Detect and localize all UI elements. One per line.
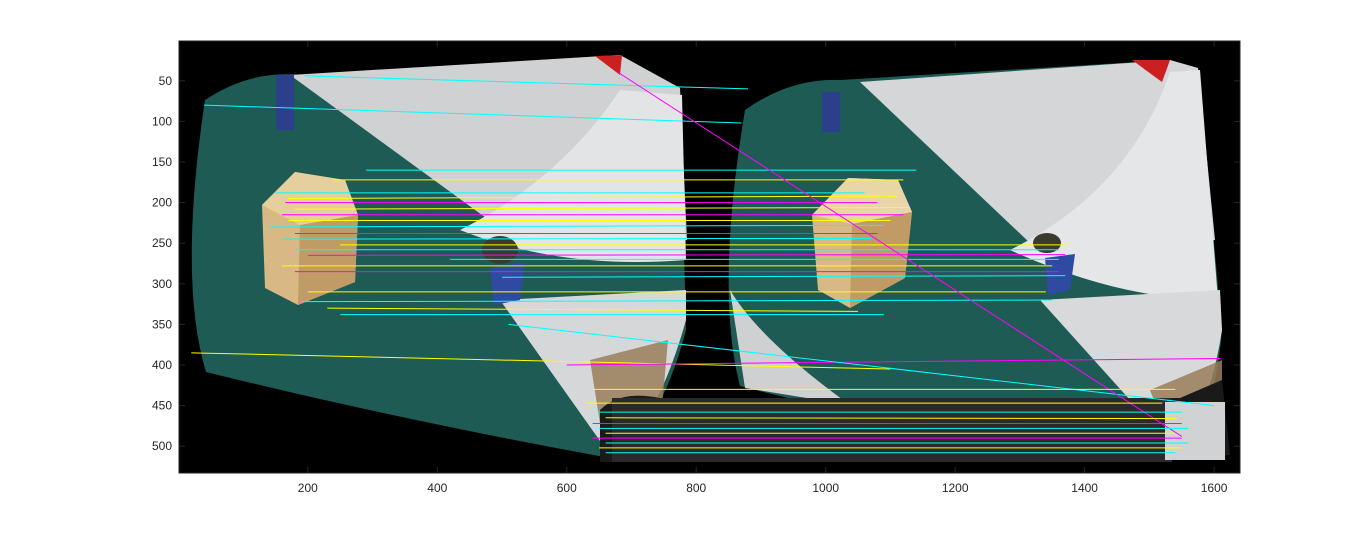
y-tick-label: 100 [152, 114, 172, 128]
match-line [288, 195, 897, 200]
right-blue-post [822, 92, 840, 132]
x-tick-label: 800 [686, 481, 706, 495]
x-tick-label: 1400 [1071, 481, 1098, 495]
match-line [307, 254, 1066, 256]
y-tick-label: 200 [152, 196, 172, 210]
match-line [268, 224, 884, 228]
y-tick-label: 50 [159, 74, 173, 88]
x-axis: 200 400 600 800 1000 1200 1400 1600 [298, 41, 1228, 495]
y-tick-label: 500 [152, 439, 172, 453]
match-line [294, 206, 910, 210]
left-blue-post [276, 75, 294, 130]
x-tick-label: 200 [298, 481, 318, 495]
bottom-strip [600, 380, 1230, 462]
match-line [327, 307, 859, 312]
right-dark-object [1033, 233, 1061, 253]
match-line [605, 417, 1176, 420]
x-tick-label: 1200 [942, 481, 969, 495]
match-line [281, 237, 872, 240]
x-tick-label: 1000 [812, 481, 839, 495]
right-warped-image [728, 60, 1222, 455]
axes-frame [178, 40, 1241, 474]
match-line [618, 72, 1183, 437]
y-tick-label: 400 [152, 358, 172, 372]
match-line [301, 299, 1053, 303]
y-axis: 50 100 150 200 250 300 350 400 450 500 [152, 74, 1240, 453]
y-tick-label: 350 [152, 317, 172, 331]
right-red-marker [1132, 60, 1170, 82]
match-line [566, 358, 1221, 366]
image-axes-content [179, 41, 1240, 473]
feature-match-lines [191, 72, 1221, 454]
match-line [508, 323, 1215, 407]
y-tick-label: 450 [152, 399, 172, 413]
right-blue-object [1045, 254, 1075, 295]
match-line [204, 104, 742, 124]
y-tick-label: 250 [152, 236, 172, 250]
y-tick-label: 150 [152, 155, 172, 169]
left-red-marker [595, 55, 622, 75]
x-tick-label: 1600 [1201, 481, 1228, 495]
y-tick-label: 300 [152, 277, 172, 291]
left-blue-object [490, 262, 525, 305]
match-line [191, 352, 891, 370]
match-line [304, 75, 749, 90]
x-tick-label: 400 [427, 481, 447, 495]
x-tick-label: 600 [557, 481, 577, 495]
match-line [502, 275, 1066, 278]
